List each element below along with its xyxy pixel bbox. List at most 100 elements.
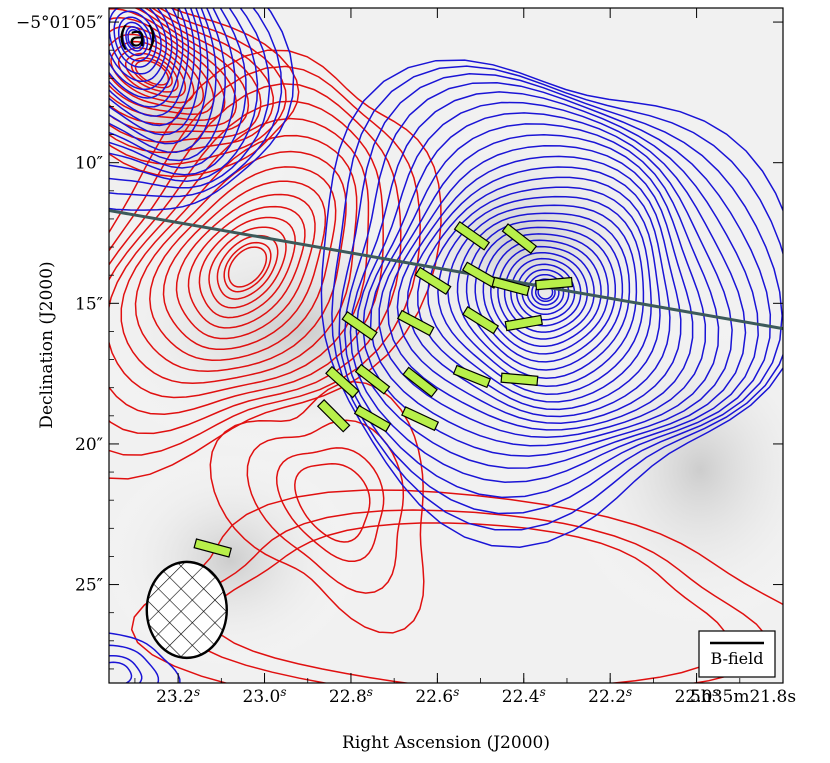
blue-nw-contour-21 — [109, 8, 295, 211]
vector-7 — [396, 309, 435, 337]
red-core-contour-6 — [175, 193, 316, 340]
blue-nw-contour-18 — [109, 8, 259, 182]
x-tick-label-3: 22.6s — [415, 685, 459, 707]
red-core-contour-12 — [109, 100, 384, 415]
blue-core-contour-19 — [396, 155, 682, 424]
vector-5 — [535, 276, 573, 291]
background-blob-4 — [109, 8, 300, 260]
red-north-contour-9 — [109, 8, 250, 134]
red-core-contour-1 — [223, 241, 272, 293]
red-south-contour-2 — [246, 419, 405, 594]
blue-core-contour-29 — [320, 59, 783, 548]
blue-nw-contour-10 — [109, 8, 190, 117]
vector-17 — [401, 406, 440, 432]
red-south-contour-0 — [294, 463, 371, 543]
blue-sw-contour-0 — [109, 661, 133, 683]
blue-sw-contour-3 — [109, 632, 181, 683]
red-core-contour-15 — [109, 49, 442, 480]
plot-frame — [108, 7, 784, 684]
red-north-contour-10 — [109, 8, 262, 143]
vector-11 — [354, 363, 391, 395]
red-north-contour-2 — [124, 52, 179, 93]
vector-2 — [414, 266, 452, 296]
red-south-contour-3 — [209, 380, 425, 634]
red-core-contour-5 — [187, 205, 306, 329]
blue-nw-contour-1 — [125, 26, 145, 52]
y-tick-label-2: 15″ — [75, 294, 103, 314]
vector-15 — [316, 399, 351, 433]
vector-12 — [402, 366, 438, 398]
legend-box — [698, 630, 776, 678]
blue-nw-contour-11 — [109, 8, 196, 127]
x-axis-title: Right Ascension (J2000) — [342, 733, 550, 753]
blue-nw-contour-13 — [109, 8, 209, 145]
blue-nw-contour-3 — [117, 16, 153, 62]
blue-nw-contour-2 — [121, 21, 149, 57]
blue-nw-contour-0 — [127, 28, 143, 49]
red-core-contour-10 — [120, 134, 358, 385]
red-core-contour-13 — [109, 82, 402, 435]
x-tick-label-5: 22.2s — [588, 685, 632, 707]
blue-nw-contour-14 — [109, 8, 217, 154]
blue-core-contour-12 — [465, 219, 624, 371]
y-tick-label-1: 10″ — [75, 154, 103, 174]
vector-0 — [453, 220, 491, 251]
blue-core-contour-28 — [331, 65, 783, 531]
blue-core-contour-25 — [349, 91, 759, 483]
vector-1 — [501, 223, 538, 255]
blue-core-contour-22 — [369, 123, 720, 447]
red-core-contour-7 — [162, 180, 327, 351]
red-north-contour-0 — [134, 59, 170, 86]
red-core-contour-4 — [198, 216, 296, 319]
background-blob-2 — [109, 450, 360, 670]
vector-4 — [491, 276, 531, 297]
blue-nw-contour-19 — [109, 8, 271, 189]
vector-18 — [193, 538, 232, 558]
plot-area — [109, 8, 783, 683]
red-core-contour-8 — [149, 166, 337, 361]
beam-ellipse — [145, 560, 228, 660]
red-north-contour-7 — [109, 16, 226, 121]
blue-core-contour-21 — [378, 133, 707, 439]
blue-core-contour-10 — [482, 233, 609, 355]
blue-nw-contour-4 — [113, 10, 157, 68]
y-tick-label-3: 20″ — [75, 435, 103, 455]
legend-label: B-field — [711, 649, 764, 668]
blue-sw-contour-1 — [109, 654, 143, 683]
blue-core-contour-17 — [417, 176, 661, 411]
tick-labels: 23.2s 23.0s 22.8s 22.6s 22.4s 22.2s 22.0s5h35m… — [16, 13, 796, 707]
vector-10 — [325, 365, 360, 399]
blue-nw-contour-6 — [109, 8, 168, 83]
panel-label: (a) — [118, 20, 157, 53]
vector-13 — [452, 364, 492, 389]
y-tick-label-0: −5°01′05″ — [16, 13, 103, 33]
y-tick-label-4: 25″ — [75, 576, 103, 596]
vector-8 — [462, 305, 500, 335]
x-tick-label-4: 22.4s — [502, 685, 546, 707]
blue-nw-contour-7 — [109, 8, 173, 91]
blue-core-contour-27 — [338, 73, 783, 515]
beam-outline — [145, 560, 228, 660]
blue-nw-contour-8 — [109, 8, 178, 99]
x-tick-label-7: 5h35m21.8s — [690, 687, 796, 707]
blue-core-contour-18 — [406, 166, 671, 418]
blue-nw-contour-16 — [109, 8, 236, 169]
x-tick-label-0: 23.2s — [156, 685, 200, 707]
blue-sw-contour-2 — [109, 644, 160, 683]
red-core-contour-2 — [216, 234, 279, 300]
vector-6 — [341, 310, 378, 341]
polarization-vectors — [193, 220, 573, 558]
blue-nw-contour-20 — [109, 8, 283, 198]
blue-nw-contour-15 — [109, 8, 226, 162]
blue-nw-contour-5 — [109, 8, 162, 75]
blue-core-contour-11 — [474, 226, 617, 363]
red-contours — [109, 8, 783, 683]
red-north-contour-13 — [109, 8, 300, 178]
blue-core-contour-23 — [362, 112, 733, 457]
x-tick-label-2: 22.8s — [329, 685, 373, 707]
axis-line — [109, 209, 783, 331]
blue-core-contour-20 — [387, 145, 694, 431]
vector-16 — [353, 404, 392, 433]
blue-core-contour-26 — [344, 81, 772, 499]
